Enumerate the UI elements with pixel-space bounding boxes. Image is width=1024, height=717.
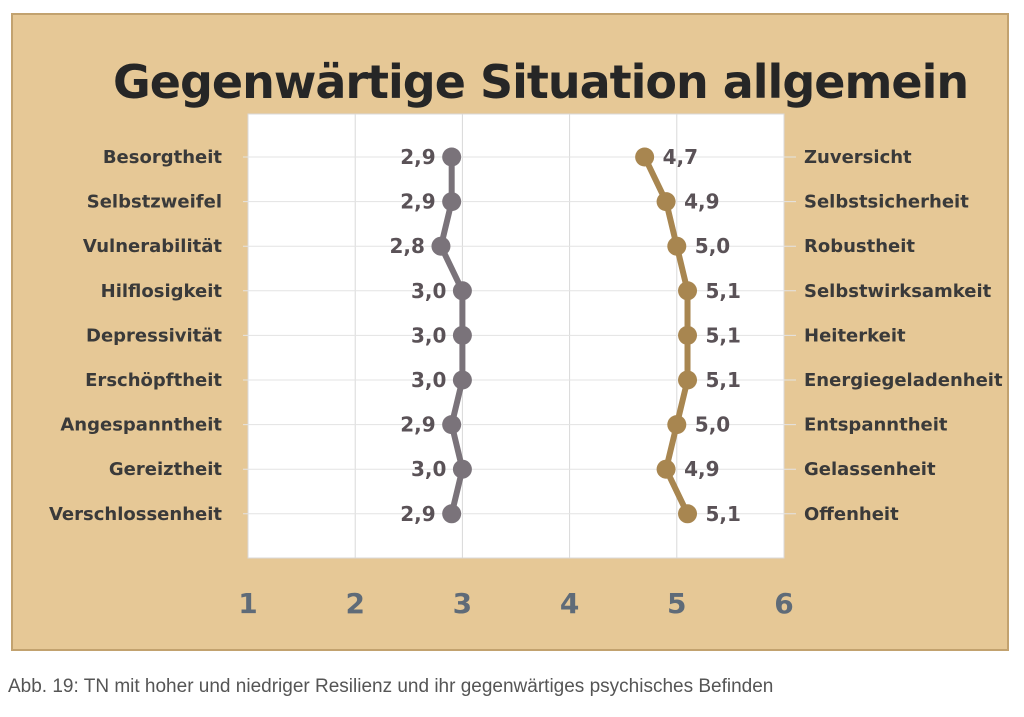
x-tick-labels: 1 2 3 4 5 6 xyxy=(238,587,793,620)
x-tick-label: 6 xyxy=(774,587,793,620)
left-category-label: Gereiztheit xyxy=(109,459,223,480)
data-label: 5,1 xyxy=(706,368,741,392)
left-category-label: Vulnerabilität xyxy=(83,236,222,257)
right-category-label: Heiterkeit xyxy=(804,325,906,346)
data-point xyxy=(678,281,698,301)
figure-caption: Abb. 19: TN mit hoher und niedriger Resi… xyxy=(8,676,774,697)
left-category-label: Selbstzweifel xyxy=(87,192,222,213)
plot-area xyxy=(247,113,785,559)
right-category-label: Zuversicht xyxy=(804,147,912,168)
chart-frame: Besorgtheit Selbstzweifel Vulnerabilität Hi… xyxy=(11,13,1009,651)
x-tick-label: 2 xyxy=(345,587,364,620)
category-labels: Besorgtheit Selbstzweifel Vulnerabilität Hi… xyxy=(49,147,1003,525)
data-point xyxy=(678,325,698,345)
data-label: 2,9 xyxy=(400,145,435,169)
data-point xyxy=(442,192,462,212)
right-category-label: Selbstsicherheit xyxy=(804,192,969,213)
right-category-label: Offenheit xyxy=(804,504,899,525)
data-point xyxy=(667,236,687,256)
data-point xyxy=(656,459,676,479)
data-label: 4,9 xyxy=(684,190,719,214)
data-label: 3,0 xyxy=(411,457,446,481)
chart-title: Gegenwärtige Situation allgemein xyxy=(113,55,969,109)
data-point xyxy=(678,370,698,390)
data-point xyxy=(442,504,462,524)
left-category-label: Depressivität xyxy=(86,325,222,346)
data-label: 5,1 xyxy=(706,502,741,526)
data-point xyxy=(431,236,451,256)
series-group: 2,9 2,9 2,8 3,0 3,0 3,0 2,9 3,0 2,9 4,7 4,9 5,0 5,1 5… xyxy=(390,145,741,526)
data-label: 3,0 xyxy=(411,323,446,347)
data-label: 5,1 xyxy=(706,279,741,303)
data-point xyxy=(656,192,676,212)
x-tick-label: 1 xyxy=(238,587,257,620)
data-point xyxy=(452,281,472,301)
left-category-label: Erschöpftheit xyxy=(85,370,222,391)
data-label: 2,9 xyxy=(400,413,435,437)
data-point xyxy=(452,459,472,479)
left-category-label: Angespanntheit xyxy=(60,415,222,436)
data-point xyxy=(667,415,687,435)
chart-svg: Besorgtheit Selbstzweifel Vulnerabilität Hi… xyxy=(49,113,1003,620)
data-point xyxy=(635,147,655,167)
data-label: 5,1 xyxy=(706,323,741,347)
left-category-label: Verschlossenheit xyxy=(49,504,222,525)
right-category-label: Energiegeladenheit xyxy=(804,370,1003,391)
data-point xyxy=(452,370,472,390)
data-label: 3,0 xyxy=(411,279,446,303)
right-category-label: Robustheit xyxy=(804,236,915,257)
right-category-label: Selbstwirksamkeit xyxy=(804,281,992,302)
data-label: 4,9 xyxy=(684,457,719,481)
x-tick-label: 4 xyxy=(560,587,579,620)
data-point xyxy=(442,147,462,167)
x-tick-label: 3 xyxy=(453,587,472,620)
data-label: 2,9 xyxy=(400,502,435,526)
x-tick-label: 5 xyxy=(667,587,686,620)
data-label: 5,0 xyxy=(695,234,730,258)
right-category-label: Gelassenheit xyxy=(804,459,936,480)
data-point xyxy=(442,415,462,435)
data-point xyxy=(452,325,472,345)
data-label: 3,0 xyxy=(411,368,446,392)
data-label: 5,0 xyxy=(695,413,730,437)
gridlines xyxy=(243,114,796,558)
data-point xyxy=(678,504,698,524)
data-label: 2,8 xyxy=(390,234,425,258)
data-label: 4,7 xyxy=(663,145,698,169)
data-label: 2,9 xyxy=(400,190,435,214)
left-category-label: Hilflosigkeit xyxy=(101,281,223,302)
right-category-label: Entspanntheit xyxy=(804,415,948,436)
left-category-label: Besorgtheit xyxy=(103,147,223,168)
